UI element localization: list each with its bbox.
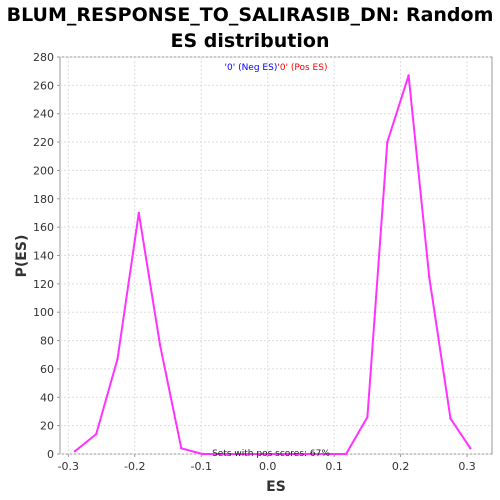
x-axis-ticks: -0.3 -0.2 -0.1 0.0 0.1 0.2 0.3 — [58, 454, 476, 473]
y-tick-label: 60 — [40, 363, 54, 376]
data-point — [366, 415, 369, 419]
chart-title: BLUM_RESPONSE_TO_SALIRASIB_DN: Random ES… — [0, 2, 500, 54]
data-point — [73, 449, 77, 453]
y-tick-label: 220 — [33, 136, 54, 149]
y-tick-label: 240 — [33, 108, 54, 121]
y-tick-label: 100 — [33, 306, 54, 319]
y-tick-label: 180 — [33, 193, 54, 206]
chart-title-line-2: ES distribution — [170, 30, 330, 52]
x-tick-label: -0.3 — [58, 460, 79, 473]
data-point — [407, 74, 410, 77]
legend: '0' (Neg ES)'0' (Pos ES) — [225, 63, 328, 73]
x-tick-label: 0.2 — [392, 460, 410, 473]
data-point — [243, 452, 247, 456]
y-tick-label: 40 — [40, 391, 54, 404]
x-tick-label: -0.1 — [190, 460, 211, 473]
y-tick-label: 200 — [33, 164, 54, 177]
y-tick-label: 140 — [33, 250, 54, 263]
x-axis-label: ES — [266, 479, 286, 495]
data-point — [201, 452, 204, 456]
data-point — [469, 447, 472, 450]
data-point — [180, 447, 183, 450]
y-tick-label: 280 — [33, 51, 54, 64]
y-tick-label: 160 — [33, 221, 54, 234]
grid — [60, 56, 492, 455]
series-layer — [73, 74, 472, 456]
data-point — [137, 211, 140, 215]
data-point — [222, 452, 226, 456]
legend-entry-neg: '0' (Neg ES) — [225, 63, 278, 73]
data-point — [95, 432, 98, 436]
data-point — [344, 452, 348, 456]
y-tick-label: 80 — [40, 335, 54, 348]
data-point — [286, 452, 289, 456]
y-axis-label: P(ES) — [14, 235, 30, 278]
data-point — [116, 357, 119, 361]
x-tick-label: -0.2 — [124, 460, 145, 473]
chart-title-line-1: BLUM_RESPONSE_TO_SALIRASIB_DN: Random — [6, 4, 494, 26]
data-point — [158, 343, 162, 347]
data-point — [307, 452, 311, 456]
y-tick-label: 0 — [47, 448, 54, 461]
data-point — [265, 452, 268, 456]
data-point — [386, 140, 389, 144]
y-tick-label: 120 — [33, 278, 54, 291]
y-tick-label: 20 — [40, 420, 54, 433]
pos-scores-annotation: Sets with pos scores: 67% — [212, 449, 330, 459]
y-tick-label: 260 — [33, 79, 54, 92]
data-point — [449, 417, 452, 420]
x-tick-label: 0.3 — [458, 460, 476, 473]
x-tick-label: 0.1 — [325, 460, 343, 473]
legend-entry-pos: '0' (Pos ES) — [277, 63, 327, 73]
y-axis-ticks: 0 20 40 60 80 100 120 140 160 180 200 220 240 260 280 — [33, 51, 60, 461]
data-point — [328, 452, 332, 456]
x-tick-label: 0.0 — [259, 460, 277, 473]
series-line-0 — [74, 74, 472, 455]
data-point — [427, 275, 431, 278]
